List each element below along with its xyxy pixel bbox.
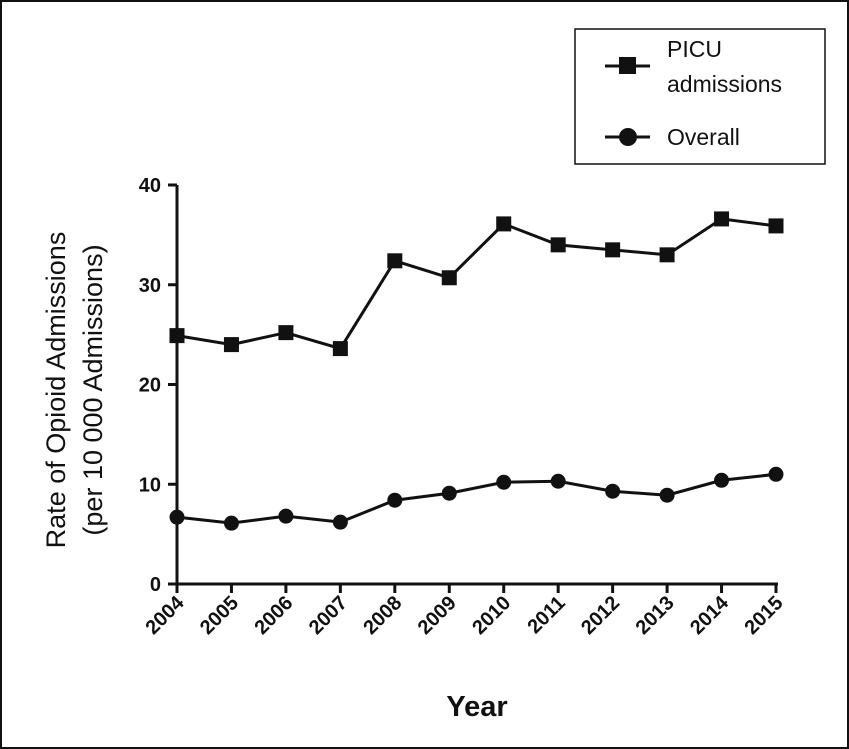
y-tick-label: 30 <box>139 275 161 297</box>
data-point-picu <box>278 325 294 341</box>
x-tick-label: 2006 <box>250 592 297 639</box>
legend-label-picu-line2: admissions <box>667 71 782 97</box>
series-layer <box>169 211 784 531</box>
legend-item-picu: PICU admissions <box>605 36 782 97</box>
data-point-picu <box>441 270 457 286</box>
data-point-picu <box>550 237 566 253</box>
legend-marker-square <box>619 57 636 74</box>
legend-item-overall: Overall <box>605 124 740 150</box>
x-tick-label: 2004 <box>142 591 190 639</box>
series-line-overall <box>176 472 777 525</box>
y-tick-label: 10 <box>139 474 161 496</box>
x-tick-label: 2012 <box>577 592 624 639</box>
data-point-overall <box>605 483 621 499</box>
data-point-overall <box>387 492 403 508</box>
data-point-picu <box>605 242 621 258</box>
data-point-overall <box>169 509 185 525</box>
data-point-overall <box>714 472 730 488</box>
legend-label-overall: Overall <box>667 124 740 150</box>
data-point-picu <box>714 211 730 227</box>
y-axis-title-line1: Rate of Opioid Admissions <box>41 232 71 549</box>
data-point-overall <box>223 515 239 531</box>
x-tick-label: 2015 <box>741 592 788 639</box>
legend-label-picu-line1: PICU <box>667 36 722 62</box>
data-point-picu <box>223 337 239 353</box>
x-tick-label: 2010 <box>468 592 515 639</box>
data-point-picu <box>387 253 403 269</box>
data-point-overall <box>768 466 784 482</box>
data-point-picu <box>659 247 675 263</box>
x-tick-label: 2013 <box>632 592 679 639</box>
data-point-overall <box>550 473 566 489</box>
y-tick-label: 0 <box>150 574 161 596</box>
y-tick-label: 40 <box>139 175 161 197</box>
x-tick-label: 2011 <box>523 592 569 638</box>
y-ticks: 0 10 20 30 40 <box>139 175 177 596</box>
x-tick-label: 2008 <box>359 592 406 639</box>
data-point-overall <box>278 508 294 524</box>
x-ticks: 2004 2005 2006 2007 2008 2009 2010 2011 2012 2013… <box>142 584 788 639</box>
x-tick-label: 2005 <box>196 592 243 639</box>
legend-box <box>574 28 826 165</box>
data-point-picu <box>169 328 185 344</box>
data-point-overall <box>496 474 512 490</box>
x-tick-label: 2007 <box>305 592 352 639</box>
data-point-picu <box>768 218 784 234</box>
data-point-picu <box>496 216 512 232</box>
x-tick-label: 2014 <box>686 591 734 639</box>
series-line-picu <box>176 217 777 351</box>
legend-marker-circle <box>619 128 637 146</box>
data-point-overall <box>441 485 457 501</box>
y-tick-label: 20 <box>139 375 161 397</box>
data-point-overall <box>659 487 675 503</box>
data-point-overall <box>332 514 348 530</box>
legend: PICU admissions Overall <box>574 28 826 165</box>
y-axis-title: Rate of Opioid Admissions (per 10 000 Ad… <box>41 232 108 549</box>
y-axis-title-line2: (per 10 000 Admissions) <box>78 244 108 535</box>
x-axis-title: Year <box>446 691 507 723</box>
data-point-picu <box>332 341 348 357</box>
x-tick-label: 2009 <box>414 592 461 639</box>
